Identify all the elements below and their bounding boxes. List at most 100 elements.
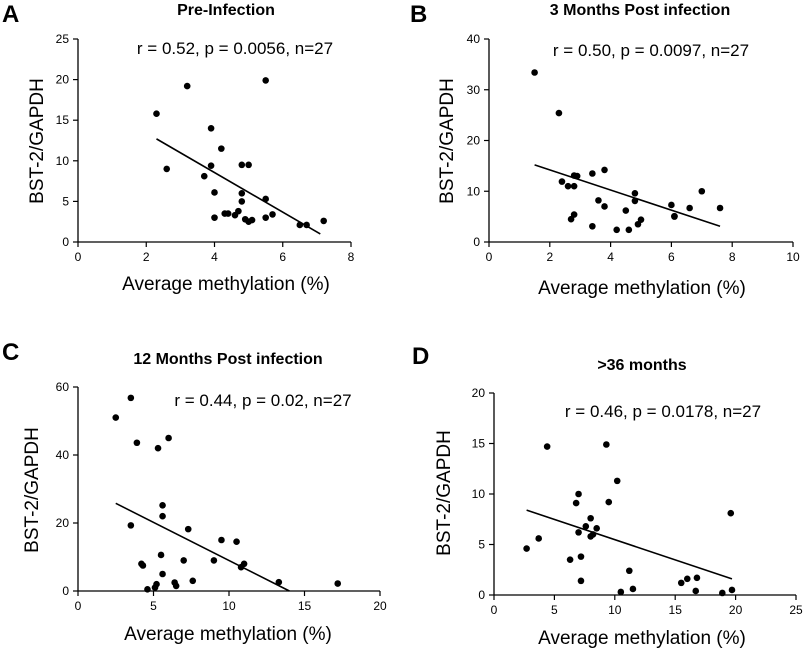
x-tick-label: 6 [668, 250, 675, 264]
data-point [157, 551, 165, 559]
data-point [218, 145, 225, 152]
data-point [238, 161, 246, 169]
data-point [218, 536, 225, 544]
x-axis-label: Average methylation (%) [538, 278, 746, 299]
panel-a: A Pre-Infection r = 0.52, p = 0.0056, n=… [2, 1, 355, 295]
data-point [613, 477, 621, 485]
data-point [589, 170, 596, 177]
data-point [566, 556, 574, 563]
y-axis-label: BST-2/GAPDH [437, 78, 458, 204]
data-point [577, 577, 585, 585]
data-point [716, 204, 724, 212]
x-tick-label: 0 [75, 250, 82, 264]
data-point [671, 212, 678, 220]
data-point [575, 529, 582, 536]
x-tick-label: 5 [551, 603, 558, 617]
y-tick-label: 0 [473, 235, 480, 249]
y-tick-label: 25 [56, 32, 70, 46]
x-tick-label: 10 [222, 599, 236, 613]
data-point [543, 443, 551, 450]
data-point [159, 502, 166, 509]
data-point [605, 498, 613, 506]
data-point [144, 586, 151, 593]
data-point [567, 215, 575, 223]
data-point [184, 525, 192, 533]
regression-line [156, 138, 321, 235]
data-point [183, 82, 191, 90]
data-point [625, 567, 633, 575]
stat-annotation: r = 0.46, p = 0.0178, n=27 [565, 402, 761, 421]
x-tick-label: 4 [211, 250, 218, 264]
regression-line [115, 502, 290, 592]
panel-letter: C [2, 339, 19, 366]
data-point [601, 166, 608, 174]
data-point [180, 557, 187, 564]
data-point [127, 522, 135, 529]
panel-letter: D [412, 343, 429, 370]
y-tick-label: 20 [467, 134, 481, 148]
data-point [603, 441, 610, 448]
y-axis-label: BST-2/GAPDH [27, 78, 48, 204]
data-point [210, 557, 218, 564]
y-tick-label: 20 [56, 516, 70, 530]
stat-annotation: r = 0.52, p = 0.0056, n=27 [137, 39, 333, 58]
data-point [535, 535, 542, 542]
y-tick-label: 60 [56, 380, 70, 394]
data-point [172, 582, 180, 590]
y-tick-label: 0 [478, 588, 485, 602]
x-tick-label: 8 [348, 250, 355, 264]
y-tick-label: 15 [472, 437, 486, 451]
plot-area: 0 5 10 15 20 25 0 5 10 15 20 [472, 386, 803, 617]
x-axis-label: Average methylation (%) [122, 274, 330, 295]
data-point [601, 203, 608, 210]
data-point [564, 182, 572, 190]
data-point [587, 533, 594, 540]
data-point [622, 207, 630, 214]
data-point [262, 214, 269, 221]
data-point [558, 178, 566, 185]
y-tick-label: 15 [56, 113, 70, 127]
data-point [262, 77, 269, 84]
y-tick-label: 10 [472, 487, 486, 501]
data-point [320, 217, 328, 225]
data-point [631, 197, 639, 205]
data-point [159, 570, 166, 578]
data-point [133, 439, 141, 447]
plot-area: 0 5 10 15 20 0 20 40 60 [56, 380, 387, 613]
x-axis-label: Average methylation (%) [538, 628, 746, 649]
data-point [262, 195, 269, 203]
data-point [235, 207, 242, 215]
data-point [296, 221, 304, 229]
panel-b: B 3 Months Post infection r = 0.50, p = … [410, 1, 800, 299]
data-point [112, 414, 120, 421]
regression-line [526, 509, 733, 580]
data-point [233, 538, 240, 545]
panel-letter: A [2, 1, 19, 28]
y-axis-label: BST-2/GAPDH [434, 430, 455, 556]
data-point [625, 226, 633, 234]
data-point [159, 512, 166, 520]
data-point [238, 189, 246, 197]
panel-letter: B [410, 1, 427, 28]
y-tick-label: 20 [472, 386, 486, 400]
data-point [634, 220, 642, 228]
y-tick-label: 0 [62, 235, 69, 249]
regression-line [534, 164, 721, 228]
y-tick-label: 40 [56, 448, 70, 462]
data-point [269, 211, 276, 218]
x-tick-label: 2 [546, 250, 553, 264]
x-tick-label: 15 [298, 599, 312, 613]
data-point [631, 189, 639, 197]
data-point [686, 204, 693, 212]
y-tick-label: 10 [56, 154, 70, 168]
y-tick-label: 0 [62, 584, 69, 598]
x-tick-label: 0 [491, 603, 498, 617]
y-tick-label: 40 [467, 32, 481, 46]
chart-title: 12 Months Post infection [133, 351, 322, 368]
data-point [240, 560, 248, 568]
data-point [719, 589, 726, 597]
x-tick-label: 20 [729, 603, 743, 617]
data-point [587, 514, 594, 522]
data-point [577, 553, 585, 560]
data-point [572, 499, 580, 507]
